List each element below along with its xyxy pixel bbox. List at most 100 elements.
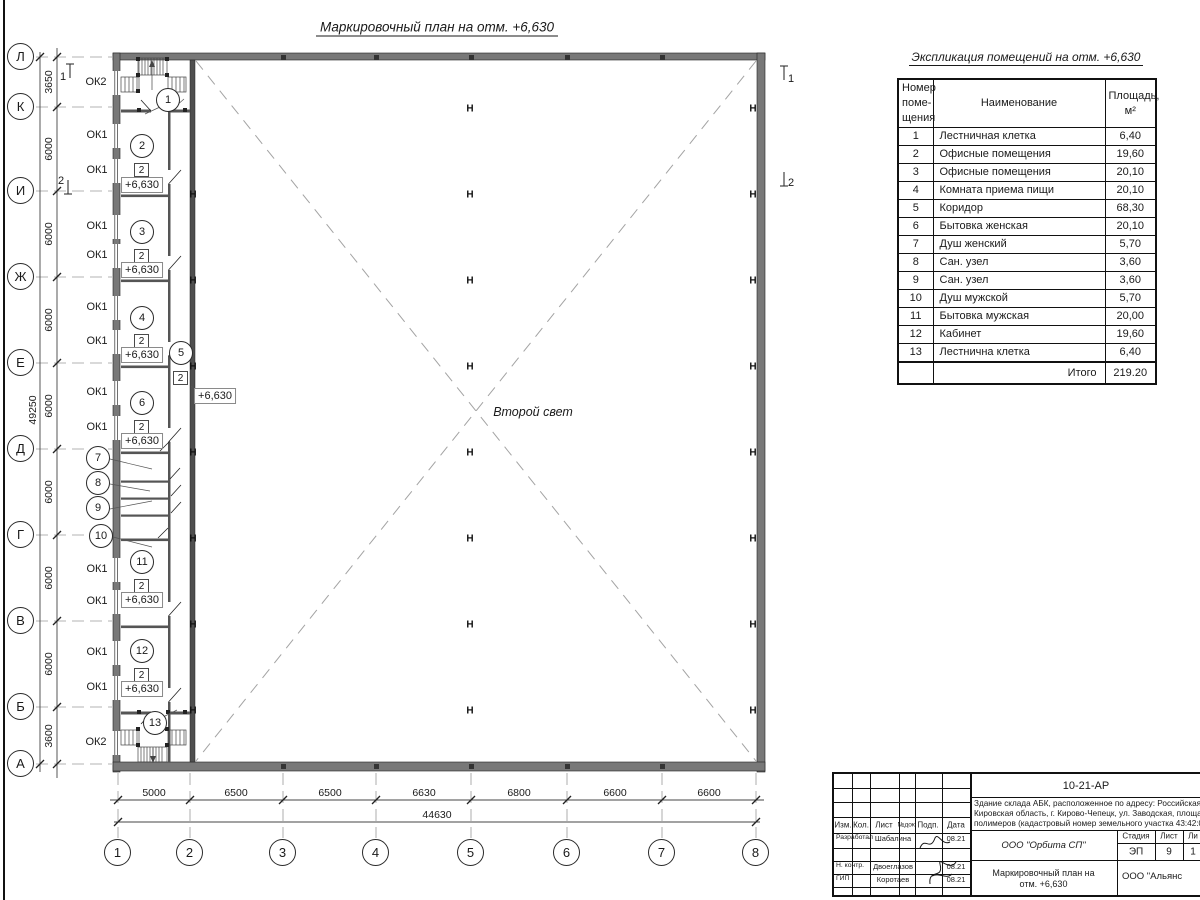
cell-room-area: 19,60 <box>1104 145 1157 164</box>
cell-room-number: 2 <box>897 145 934 164</box>
titleblock-person-row: ГИП Коротаев 08.21 <box>834 875 970 888</box>
table-row: 10 Душ мужской 5,70 <box>897 289 1157 308</box>
description-line: полимеров (кадастровый номер земельного … <box>974 818 1200 828</box>
cell-room-area: 20,10 <box>1104 163 1157 182</box>
cell-room-name: Сан. узел <box>932 271 1106 290</box>
table-row: 6 Бытовка женская 20,10 <box>897 217 1157 236</box>
description-line: Здание склада АБК, расположенное по адре… <box>974 799 1200 808</box>
header-name: Наименование <box>932 78 1106 128</box>
person-date: 08.21 <box>946 862 966 871</box>
total-row: Итого 219.20 <box>897 361 1157 385</box>
cell-room-area: 5,70 <box>1104 289 1157 308</box>
cell-room-number: 6 <box>897 217 934 236</box>
sheets-header: Ли <box>1188 831 1198 841</box>
title-block: Изм. Кол. Лист №док. Подп. Дата Разработ… <box>832 772 1200 897</box>
sheet-frame-left <box>3 0 5 900</box>
cell-room-name: Кабинет <box>932 325 1106 344</box>
cell-room-number: 5 <box>897 199 934 218</box>
cell-room-name: Бытовка мужская <box>932 307 1106 326</box>
project-description: Здание склада АБК, расположенное по адре… <box>974 799 1200 828</box>
person-name: Двоеглазов <box>873 862 913 871</box>
col-header-list: Лист <box>875 820 893 830</box>
table-row: 11 Бытовка мужская 20,00 <box>897 307 1157 326</box>
sheet-header: Лист <box>1160 831 1178 841</box>
cell-room-number: 3 <box>897 163 934 182</box>
cell-room-number: 11 <box>897 307 934 326</box>
dim-total-left: 49250 <box>27 395 39 425</box>
cell-room-number: 12 <box>897 325 934 344</box>
table-row: 9 Сан. узел 3,60 <box>897 271 1157 290</box>
explication-table: Номер поме- щения Наименование Площадь, … <box>897 78 1159 385</box>
person-role: ГИП <box>836 875 850 882</box>
titleblock-person-row: Н. контр. Двоеглазов 08.21 <box>834 862 970 875</box>
person-name: Коротаев <box>876 875 910 884</box>
cell-room-name: Лестничная клетка <box>932 127 1106 146</box>
design-organization: ООО "Орбита СП" <box>1001 839 1086 851</box>
cell-room-number: 13 <box>897 343 934 363</box>
cell-room-name: Сан. узел <box>932 253 1106 272</box>
drawing-title: Маркировочный план на отм. +6,630 <box>992 868 1095 889</box>
table-row: 7 Душ женский 5,70 <box>897 235 1157 254</box>
cell-room-area: 3,60 <box>1104 253 1157 272</box>
col-header-data: Дата <box>947 820 965 830</box>
cell-room-area: 20,10 <box>1104 217 1157 236</box>
cell-room-area: 6,40 <box>1104 127 1157 146</box>
client-organization: ООО "Альянс <box>1122 871 1183 882</box>
person-date: 08.21 <box>946 875 966 884</box>
cell-empty <box>897 361 934 385</box>
table-row: 8 Сан. узел 3,60 <box>897 253 1157 272</box>
cell-room-number: 1 <box>897 127 934 146</box>
person-role: Разработал <box>836 834 873 841</box>
table-row: 1 Лестничная клетка 6,40 <box>897 127 1157 146</box>
table-row: 12 Кабинет 19,60 <box>897 325 1157 344</box>
document-code: 10-21-АР <box>1062 779 1110 792</box>
table-row: 4 Комната приема пищи 20,10 <box>897 181 1157 200</box>
plan-title: Маркировочный план на отм. +6,630 <box>315 20 559 37</box>
cell-room-name: Офисные помещения <box>932 163 1106 182</box>
col-header-izm: Изм. <box>834 820 852 830</box>
stage-value: ЭП <box>1128 846 1144 858</box>
cell-room-number: 10 <box>897 289 934 308</box>
cell-room-number: 4 <box>897 181 934 200</box>
col-header-kol: Кол. <box>853 820 869 830</box>
cell-room-area: 5,70 <box>1104 235 1157 254</box>
header-area: Площадь, м² <box>1104 78 1159 128</box>
cell-room-area: 3,60 <box>1104 271 1157 290</box>
explication-block: Экспликация помещений на отм. +6,630 Ном… <box>897 50 1159 385</box>
description-line: Кировская область, г. Кирово-Чепецк, ул.… <box>974 808 1200 818</box>
stage-header: Стадия <box>1122 831 1150 841</box>
titleblock-person-row: Разработал Шабалина 08.21 <box>834 834 970 847</box>
person-role: Н. контр. <box>836 862 865 869</box>
table-row: 3 Офисные помещения 20,10 <box>897 163 1157 182</box>
cell-room-area: 19,60 <box>1104 325 1157 344</box>
person-name: Шабалина <box>874 834 912 843</box>
cell-room-number: 9 <box>897 271 934 290</box>
cell-room-name: Лестнична клетка <box>932 343 1106 363</box>
header-number: Номер поме- щения <box>897 78 936 128</box>
sheets-value: 1 <box>1190 846 1196 858</box>
table-row: 2 Офисные помещения 19,60 <box>897 145 1157 164</box>
cell-room-number: 7 <box>897 235 934 254</box>
explication-title: Экспликация помещений на отм. +6,630 <box>908 50 1144 66</box>
total-label: Итого <box>932 361 1106 385</box>
cell-room-name: Душ мужской <box>932 289 1106 308</box>
total-value: 219.20 <box>1104 361 1157 385</box>
cell-room-area: 68,30 <box>1104 199 1157 218</box>
person-date: 08.21 <box>946 834 966 843</box>
cell-room-area: 20,00 <box>1104 307 1157 326</box>
cell-room-number: 8 <box>897 253 934 272</box>
cell-room-name: Комната приема пищи <box>932 181 1106 200</box>
table-row: 5 Коридор 68,30 <box>897 199 1157 218</box>
sheet-value: 9 <box>1166 846 1172 858</box>
cell-room-area: 20,10 <box>1104 181 1157 200</box>
col-header-podp: Подп. <box>917 820 939 830</box>
hall-label: Второй свет <box>493 405 573 419</box>
table-row: 13 Лестнична клетка 6,40 <box>897 343 1157 363</box>
col-header-ndok: №док. <box>897 821 917 829</box>
cell-room-name: Коридор <box>932 199 1106 218</box>
cell-room-area: 6,40 <box>1104 343 1157 363</box>
cell-room-name: Бытовка женская <box>932 217 1106 236</box>
dim-total-bottom: 44630 <box>422 809 452 821</box>
